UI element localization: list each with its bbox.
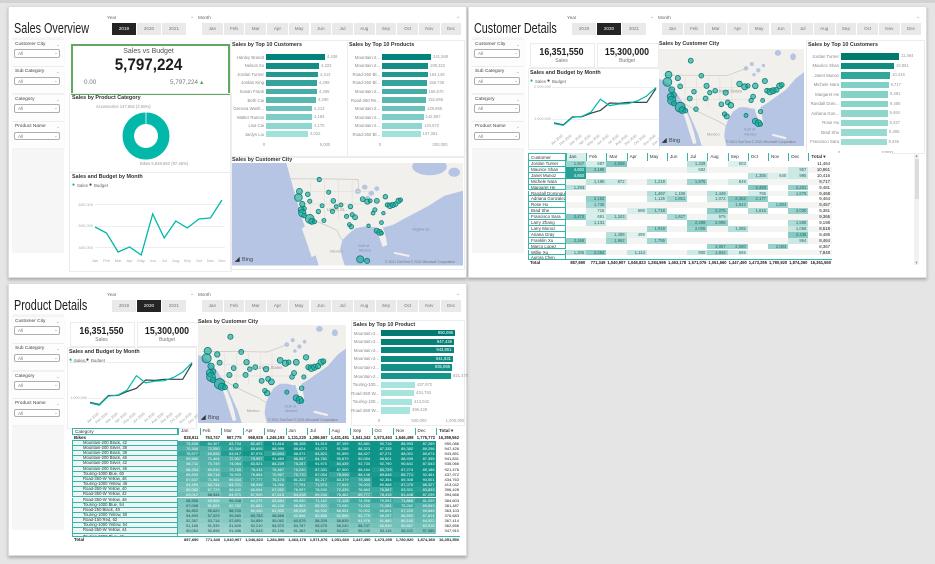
svg-text:© 2021 TomTom © 2021 Microsoft: © 2021 TomTom © 2021 Microsoft Corporati…	[726, 140, 796, 144]
svg-text:Gulf of: Gulf of	[358, 244, 370, 248]
svg-text:Bing: Bing	[242, 257, 253, 263]
svg-text:Mexico: Mexico	[285, 409, 297, 413]
svg-text:United States: United States	[257, 365, 282, 370]
svg-text:Mexico: Mexico	[247, 408, 260, 413]
svg-text:Bing: Bing	[208, 415, 219, 421]
svg-text:◢: ◢	[234, 256, 240, 263]
svg-text:◢: ◢	[200, 414, 206, 421]
svg-text:© 2021 TomTom © 2021 Microsoft: © 2021 TomTom © 2021 Microsoft Corporati…	[385, 260, 455, 264]
svg-text:Gulf of: Gulf of	[744, 128, 756, 132]
svg-text:United St...: United St...	[327, 207, 348, 212]
svg-text:Bing: Bing	[669, 138, 680, 144]
svg-text:United States: United States	[717, 89, 742, 94]
svg-text:Mexico: Mexico	[707, 131, 720, 136]
svg-text:Mexico: Mexico	[330, 249, 343, 254]
svg-text:Mexico: Mexico	[745, 132, 757, 136]
svg-text:Virginia Se...: Virginia Se...	[412, 228, 432, 232]
svg-text:Gulf of: Gulf of	[285, 404, 297, 408]
svg-text:© 2021 TomTom © 2021 Microsoft: © 2021 TomTom © 2021 Microsoft Corporati…	[268, 418, 338, 422]
svg-text:◢: ◢	[661, 137, 667, 144]
svg-text:Mexico: Mexico	[359, 249, 371, 253]
